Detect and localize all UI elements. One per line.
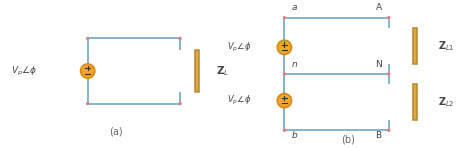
Ellipse shape xyxy=(277,40,292,54)
Ellipse shape xyxy=(277,94,292,108)
Text: $\mathbf{Z}_{L2}$: $\mathbf{Z}_{L2}$ xyxy=(438,95,455,109)
Ellipse shape xyxy=(388,73,390,75)
Text: (a): (a) xyxy=(109,126,123,136)
Text: (b): (b) xyxy=(341,134,356,144)
Text: B: B xyxy=(375,131,382,140)
FancyBboxPatch shape xyxy=(413,28,417,64)
Ellipse shape xyxy=(388,17,390,19)
Text: n: n xyxy=(292,60,297,69)
Text: $\mathbf{Z}_L$: $\mathbf{Z}_L$ xyxy=(216,64,229,78)
Text: $\mathbf{Z}_{L1}$: $\mathbf{Z}_{L1}$ xyxy=(438,39,455,53)
Ellipse shape xyxy=(179,37,181,40)
FancyBboxPatch shape xyxy=(413,84,417,120)
Ellipse shape xyxy=(81,64,95,78)
Text: $V_p\angle\phi$: $V_p\angle\phi$ xyxy=(227,94,252,107)
Ellipse shape xyxy=(283,17,285,19)
Text: A: A xyxy=(375,3,382,12)
Ellipse shape xyxy=(283,129,285,131)
Ellipse shape xyxy=(179,103,181,105)
Text: b: b xyxy=(292,131,297,140)
Text: a: a xyxy=(292,3,297,12)
Text: $V_p\angle\phi$: $V_p\angle\phi$ xyxy=(227,41,252,54)
Ellipse shape xyxy=(388,129,390,131)
Ellipse shape xyxy=(283,73,285,75)
FancyBboxPatch shape xyxy=(195,50,199,92)
Ellipse shape xyxy=(87,37,89,40)
Text: N: N xyxy=(375,60,382,69)
Text: $V_p\angle\phi$: $V_p\angle\phi$ xyxy=(10,65,37,78)
Ellipse shape xyxy=(87,103,89,105)
